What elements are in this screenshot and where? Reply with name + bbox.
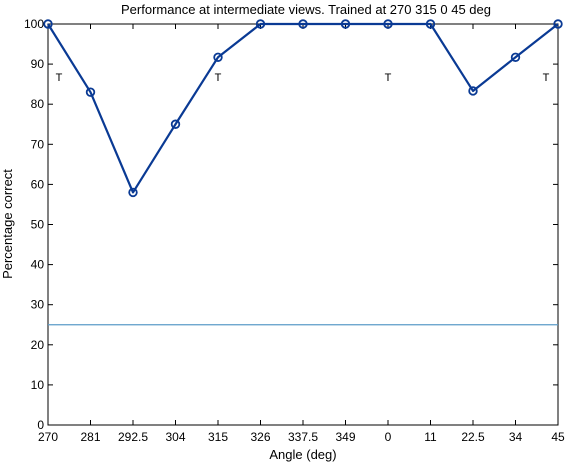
y-axis-label: Percentage correct [0, 169, 15, 279]
y-tick-label: 0 [37, 418, 44, 432]
x-tick-label: 22.5 [461, 430, 485, 444]
series-layer [43, 19, 563, 198]
data-point [298, 19, 308, 29]
trained-mark-label: T [215, 72, 222, 84]
chart-title: Performance at intermediate views. Train… [121, 2, 491, 17]
x-tick-label: 270 [38, 430, 58, 444]
y-tick-label: 20 [31, 338, 45, 352]
data-point [425, 19, 436, 29]
x-axis-label: Angle (deg) [269, 447, 336, 462]
x-tick-label: 304 [165, 430, 185, 444]
data-point [468, 86, 478, 96]
x-tick-label: 292.5 [118, 430, 148, 444]
trained-mark-label: T [56, 72, 63, 84]
y-tick-label: 80 [31, 97, 45, 111]
data-point [383, 19, 393, 29]
data-point [85, 87, 96, 97]
trained-mark-label: T [385, 72, 392, 84]
x-tick-label: 326 [250, 430, 270, 444]
x-tick-label: 315 [208, 430, 228, 444]
y-tick-label: 40 [31, 258, 45, 272]
data-point [553, 19, 563, 29]
y-tick-label: 100 [24, 17, 44, 31]
x-tick-label: 0 [385, 430, 392, 444]
x-tick-label: 45 [551, 430, 565, 444]
y-tick-label: 70 [31, 137, 45, 151]
y-tick-label: 50 [31, 218, 45, 232]
data-point [128, 187, 138, 198]
data-point [170, 119, 181, 129]
data-point [510, 52, 521, 62]
y-tick-label: 10 [31, 378, 45, 392]
x-tick-label: 349 [335, 430, 355, 444]
data-point [213, 52, 223, 62]
x-tick-label: 281 [80, 430, 100, 444]
y-tick-label: 90 [31, 57, 45, 71]
ticks-layer: 0 10 20 30 40 50 60 70 80 90 100 270 281 292.5 304 315 3… [24, 17, 565, 444]
x-tick-label: 11 [424, 430, 437, 444]
data-point [340, 19, 351, 29]
y-tick-label: 60 [31, 177, 45, 191]
data-point [43, 19, 53, 29]
data-point [255, 19, 266, 29]
x-tick-label: 34 [509, 430, 523, 444]
trained-mark-label: T [543, 72, 550, 84]
x-tick-label: 337.5 [288, 430, 318, 444]
y-tick-label: 30 [31, 298, 45, 312]
series-line [47, 22, 559, 194]
